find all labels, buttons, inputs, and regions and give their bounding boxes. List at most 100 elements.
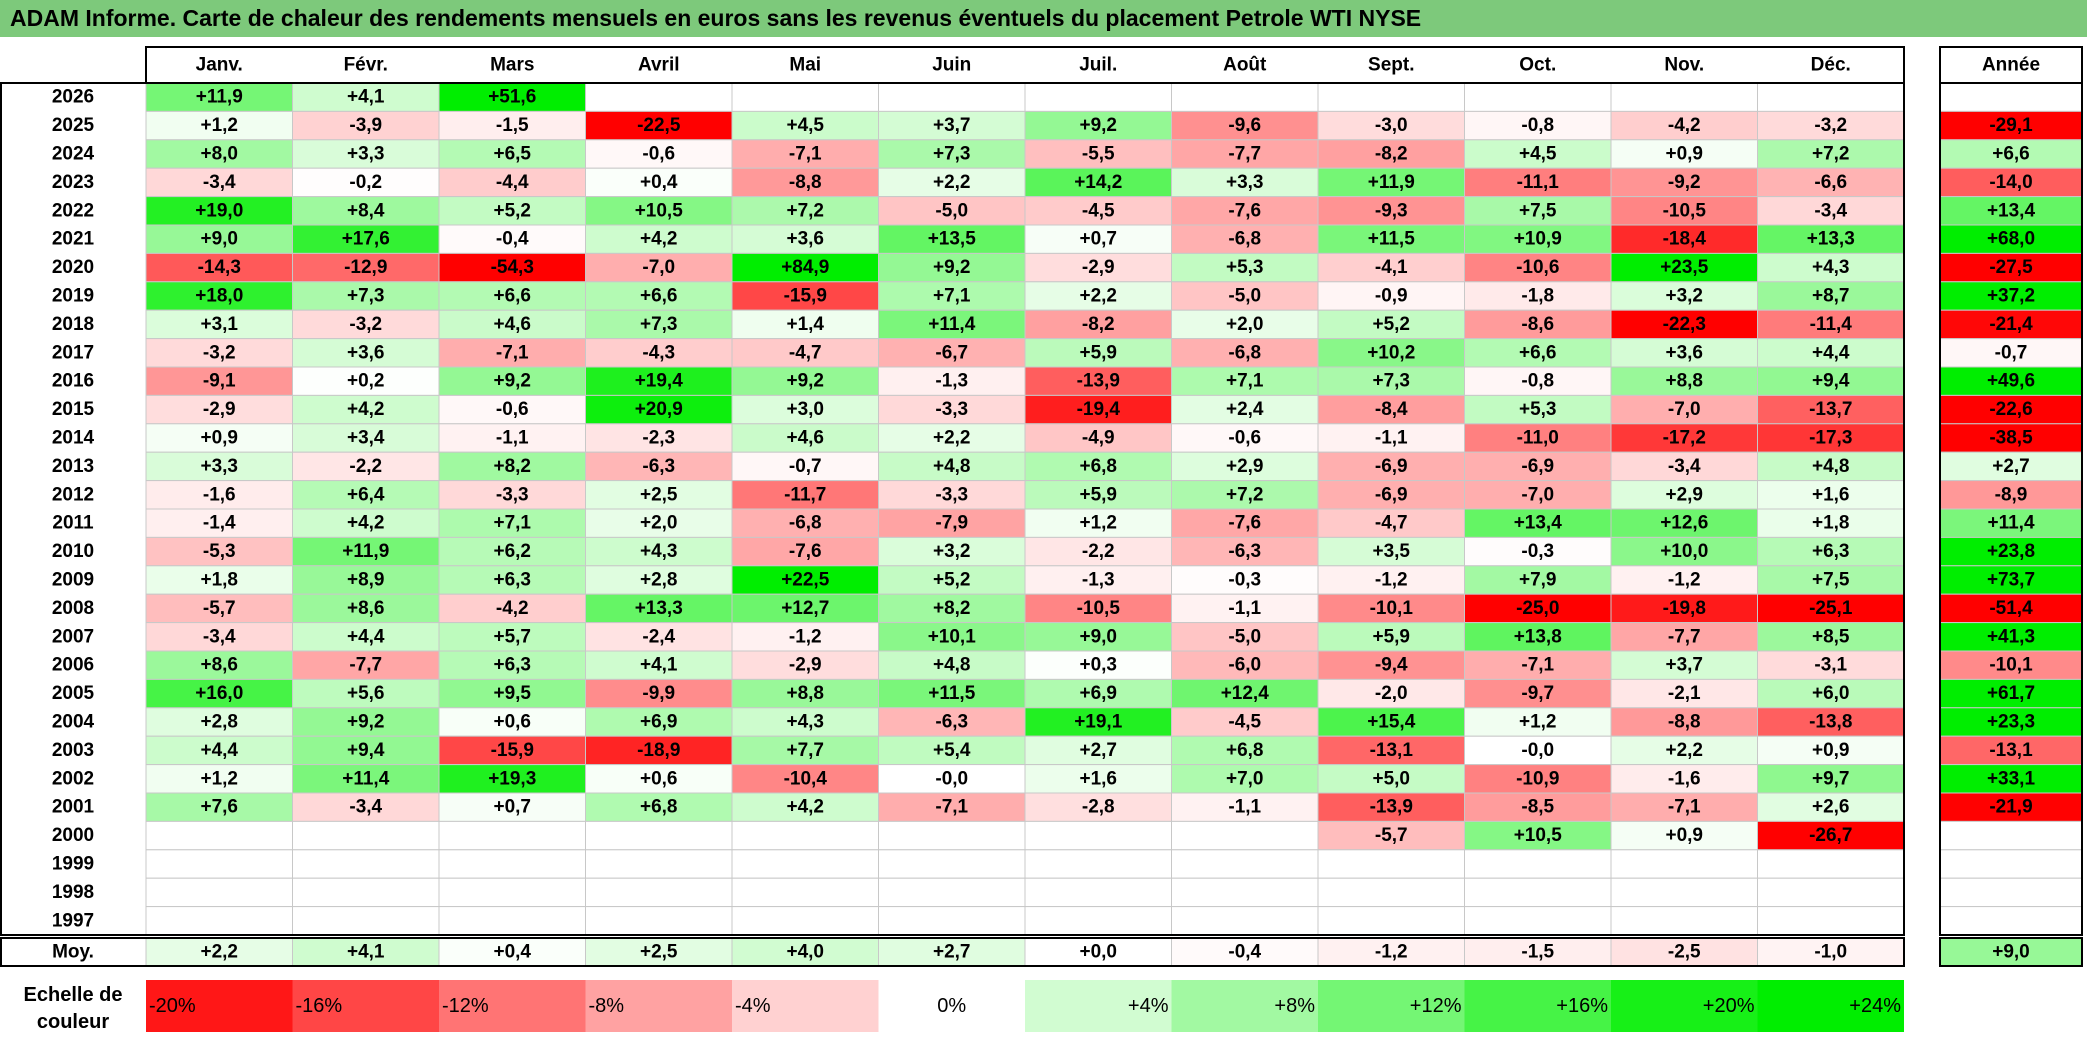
cell-value: +8,6 <box>347 598 385 619</box>
color-scale-tick: 0% <box>937 995 966 1017</box>
heatmap-cell <box>731 565 879 595</box>
year-label: 2001 <box>52 797 95 818</box>
cell-value: -2,1 <box>1668 683 1701 704</box>
cell-value: +3,3 <box>1226 172 1264 193</box>
heatmap-cell <box>145 792 293 822</box>
heatmap-cell <box>731 394 879 425</box>
cell-value: -0,3 <box>1228 570 1261 591</box>
heatmap-cell <box>438 394 586 425</box>
cell-value: -7,7 <box>349 655 382 676</box>
heatmap-cell <box>731 678 879 709</box>
cell-value: +2,2 <box>933 428 971 449</box>
cell-value: -0,9 <box>1375 286 1408 307</box>
cell-value: +2,8 <box>200 712 238 733</box>
heatmap-cell <box>1464 224 1612 254</box>
cell-value: +12,4 <box>1221 683 1270 704</box>
cell-value: +4,8 <box>933 456 971 477</box>
heatmap-cell <box>878 366 1026 396</box>
cell-value: -1,2 <box>789 626 822 647</box>
cell-value: -26,7 <box>1809 825 1852 846</box>
cell-value: +12,6 <box>1660 513 1708 534</box>
heatmap-cell <box>1610 167 1758 198</box>
heatmap-cell <box>585 139 733 169</box>
heatmap-cell <box>1317 792 1465 822</box>
cell-value: +0,4 <box>640 172 678 193</box>
year-label: 2018 <box>52 314 94 335</box>
heatmap-cell <box>438 252 586 283</box>
heatmap-cell <box>878 650 1026 680</box>
year-label: 2004 <box>52 712 95 733</box>
cell-value: +0,6 <box>640 768 678 789</box>
cell-value: +2,2 <box>933 172 971 193</box>
cell-value: +9,2 <box>1079 115 1117 136</box>
cell-value: -3,4 <box>1668 456 1701 477</box>
heatmap-cell <box>731 877 879 908</box>
color-scale-swatch <box>439 980 586 1032</box>
annual-value: -21,9 <box>1989 797 2032 818</box>
cell-value: +2,4 <box>1226 399 1264 420</box>
chart-title: ADAM Informe. Carte de chaleur des rende… <box>0 0 2087 37</box>
heatmap-cell <box>1757 849 1905 879</box>
heatmap-cell <box>585 423 733 453</box>
cell-value: +6,8 <box>1226 740 1264 761</box>
heatmap-cell <box>1317 139 1465 169</box>
cell-value: +4,2 <box>347 513 385 534</box>
cell-value: -3,2 <box>203 342 236 363</box>
annual-value: -8,9 <box>1995 484 2028 505</box>
cell-value: +5,9 <box>1079 484 1117 505</box>
cell-value: -2,9 <box>1082 257 1115 278</box>
average-annual-frame <box>1939 937 2083 967</box>
heatmap-cell <box>1171 423 1319 453</box>
cell-value: -7,6 <box>789 541 822 562</box>
cell-value: +2,2 <box>1665 740 1703 761</box>
year-label: 2009 <box>52 570 94 591</box>
heatmap-cell <box>878 820 1026 851</box>
annual-value: -21,4 <box>1989 314 2033 335</box>
heatmap-cell <box>438 877 586 908</box>
body-frame <box>0 82 1905 936</box>
cell-value: +11,9 <box>196 87 243 108</box>
heatmap-cell <box>585 196 733 226</box>
cell-value: -4,2 <box>496 598 529 619</box>
heatmap-cell <box>438 536 586 567</box>
year-label: 1997 <box>52 910 94 931</box>
annual-value: +61,7 <box>1987 683 2035 704</box>
heatmap-cell <box>1024 678 1172 709</box>
heatmap-cell <box>292 224 440 254</box>
heatmap-cell <box>1757 877 1905 908</box>
heatmap-cell <box>1464 820 1612 851</box>
cell-value: +6,9 <box>1079 683 1117 704</box>
heatmap-cell <box>1757 167 1905 198</box>
cell-value: +3,7 <box>933 115 971 136</box>
heatmap-cell <box>585 820 733 851</box>
heatmap-cell <box>1610 593 1758 624</box>
heatmap-cell <box>585 480 733 510</box>
month-header-label: Mars <box>490 55 534 76</box>
cell-value: +19,3 <box>488 768 536 789</box>
heatmap-cell <box>1757 707 1905 737</box>
cell-value: -6,9 <box>1375 456 1408 477</box>
cell-value: -8,2 <box>1375 144 1408 165</box>
cell-value: +23,5 <box>1660 257 1709 278</box>
cell-value: +5,3 <box>1226 257 1264 278</box>
cell-value: -7,1 <box>789 144 822 165</box>
cell-value: -6,3 <box>642 456 675 477</box>
year-label: 2020 <box>52 257 94 278</box>
heatmap-cell <box>292 820 440 851</box>
heatmap-cell <box>1317 451 1465 482</box>
heatmap-cell <box>878 849 1026 879</box>
cell-value: +8,8 <box>786 683 824 704</box>
heatmap-cell <box>292 906 440 936</box>
cell-value: +7,7 <box>786 740 824 761</box>
average-value: -2,5 <box>1668 942 1701 963</box>
heatmap-cell <box>1171 849 1319 879</box>
heatmap-cell <box>145 650 293 680</box>
heatmap-cell <box>1610 650 1758 680</box>
cell-value: -3,1 <box>1814 655 1847 676</box>
annual-cell <box>1939 110 2083 141</box>
cell-value: +5,4 <box>933 740 971 761</box>
color-scale-tick: +12% <box>1410 995 1462 1017</box>
cell-value: +9,2 <box>933 257 971 278</box>
cell-value: -1,1 <box>1228 797 1261 818</box>
heatmap-cell <box>878 196 1026 226</box>
